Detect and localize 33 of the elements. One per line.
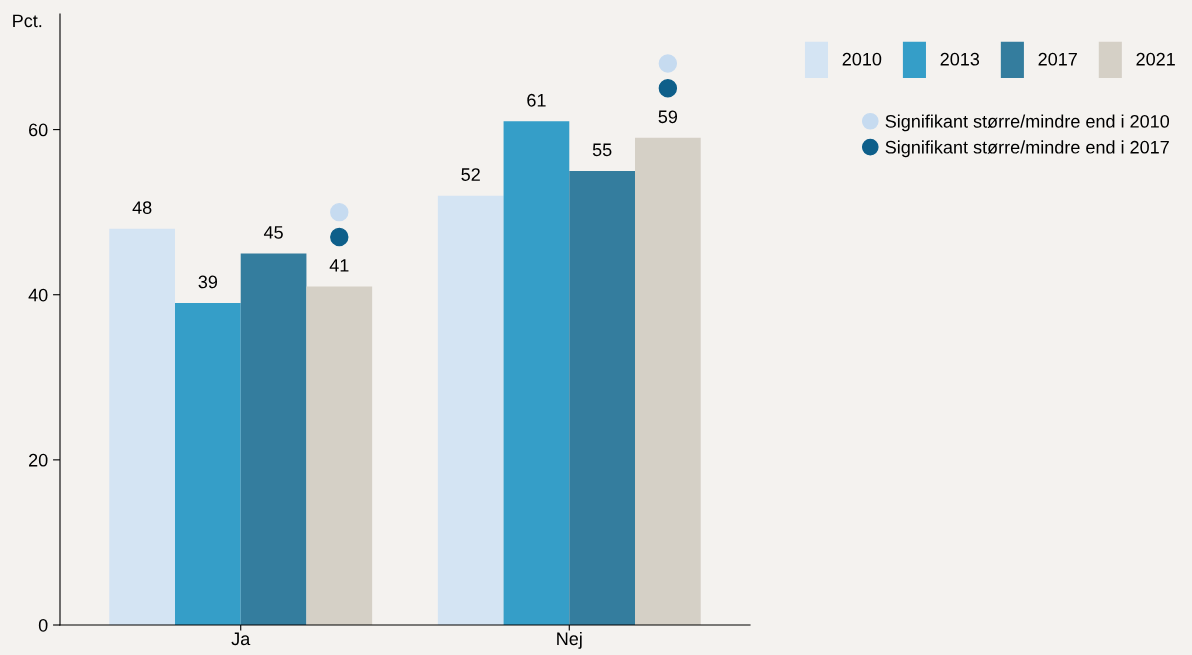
- legend-label: Signifikant større/mindre end i 2017: [885, 140, 1169, 158]
- data-label: 41: [329, 259, 349, 272]
- point: [330, 227, 349, 247]
- legend-label: 2010: [842, 52, 882, 66]
- bar: [437, 195, 504, 625]
- bar: [240, 253, 307, 625]
- data-label: 39: [198, 275, 218, 289]
- data-label: 48: [132, 201, 152, 214]
- point: [658, 79, 678, 98]
- bar: [175, 302, 241, 625]
- legend-label: 2013: [940, 52, 980, 66]
- data-label: 55: [592, 143, 612, 157]
- bar: [503, 121, 570, 625]
- bar: [569, 170, 635, 625]
- x-tick-label: Nej: [557, 631, 582, 649]
- data-label: 61: [527, 93, 546, 107]
- y-axis-title: Pct.: [13, 14, 42, 28]
- data-label: 59: [658, 110, 678, 124]
- data-label: 45: [263, 226, 283, 239]
- x-tick-label: Ja: [231, 632, 251, 646]
- legend-label: Signifikant større/mindre end i 2010: [885, 114, 1170, 132]
- bar: [109, 228, 175, 625]
- y-tick-label: 20: [29, 453, 48, 467]
- point: [658, 54, 678, 73]
- legend-label: 2017: [1038, 52, 1077, 66]
- legend-label: 2021: [1136, 52, 1175, 66]
- y-tick-label: 0: [38, 618, 48, 632]
- y-tick-label: 40: [28, 288, 48, 302]
- data-label: 52: [461, 168, 480, 181]
- bar: [306, 286, 373, 625]
- point: [330, 202, 349, 222]
- y-tick-label: 60: [29, 123, 48, 137]
- bar: [635, 137, 701, 625]
